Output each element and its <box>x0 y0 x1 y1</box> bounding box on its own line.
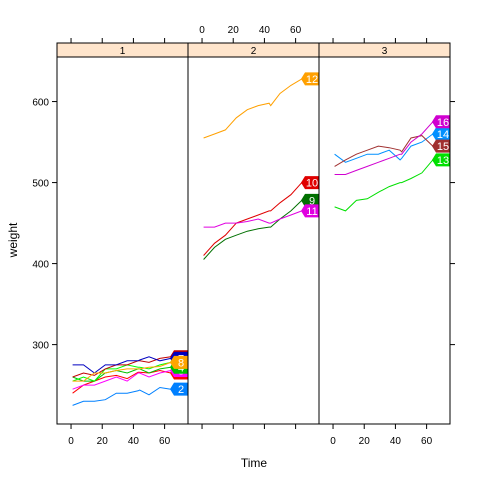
x-tick-label-bottom: 20 <box>97 436 109 447</box>
x-tick-label-bottom: 20 <box>359 436 371 447</box>
panel-1: 112345678 <box>57 43 188 424</box>
x-tick-label-top: 40 <box>259 25 271 36</box>
series-label-15: 15 <box>437 141 449 153</box>
x-tick-label-bottom: 0 <box>330 436 336 447</box>
x-tick-label-bottom: 60 <box>159 436 171 447</box>
series-line-2 <box>73 388 171 406</box>
series-label-11: 11 <box>306 206 317 218</box>
panel-border-3 <box>319 57 450 424</box>
series-line-12 <box>204 79 302 138</box>
series-line-13 <box>335 160 433 211</box>
strip-label-2: 2 <box>251 46 257 57</box>
x-axis-label: Time <box>241 456 268 470</box>
y-axis-label: weight <box>6 222 20 258</box>
strip-label-3: 3 <box>382 46 388 57</box>
x-tick-label-top: 20 <box>228 25 240 36</box>
series-line-15 <box>335 136 433 167</box>
y-tick-label: 600 <box>32 98 49 109</box>
panel-border-1 <box>57 57 188 424</box>
series-label-2: 2 <box>178 384 184 396</box>
x-tick-label-bottom: 40 <box>390 436 402 447</box>
x-tick-label-top: 60 <box>290 25 302 36</box>
series-line-3 <box>73 371 171 390</box>
x-tick-label-bottom: 40 <box>128 436 140 447</box>
series-label-13: 13 <box>437 155 449 167</box>
series-line-9 <box>204 200 302 259</box>
y-tick-label: 300 <box>32 341 49 352</box>
panel-border-2 <box>188 57 319 424</box>
series-label-14: 14 <box>437 129 449 141</box>
series-line-16 <box>335 122 433 175</box>
y-tick-label: 500 <box>32 179 49 190</box>
strip-label-1: 1 <box>120 46 126 57</box>
series-label-8: 8 <box>178 357 184 369</box>
series-label-12: 12 <box>306 74 318 86</box>
series-label-16: 16 <box>437 117 449 129</box>
series-label-10: 10 <box>306 178 318 190</box>
y-tick-label: 400 <box>32 260 49 271</box>
x-tick-label-bottom: 60 <box>421 436 433 447</box>
x-tick-label-bottom: 0 <box>68 436 74 447</box>
x-tick-label-top: 0 <box>199 25 205 36</box>
